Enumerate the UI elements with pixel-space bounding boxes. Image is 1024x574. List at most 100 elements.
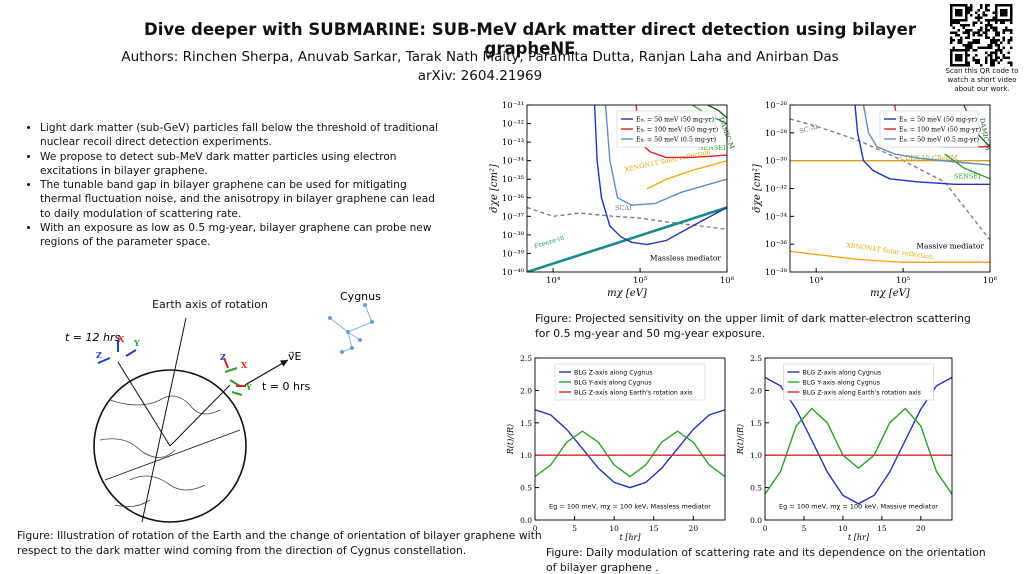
- qr-module: [960, 4, 963, 7]
- qr-module: [950, 39, 953, 42]
- caption: Figure: Illustration of rotation of the …: [17, 529, 542, 557]
- qr-module: [977, 39, 980, 42]
- qr-module: [950, 59, 953, 62]
- qr-module: [952, 26, 955, 29]
- qr-module: [997, 46, 1000, 49]
- qr-module: [950, 24, 953, 27]
- qr-module: [997, 44, 1000, 47]
- qr-module: [980, 26, 983, 29]
- qr-note: Scan this QR code to watch a short video…: [945, 67, 1019, 93]
- x-tick-label: 20: [916, 524, 926, 533]
- authors: Authors: Rinchen Sherpa, Anuvab Sarkar, …: [121, 49, 839, 65]
- qr-module: [997, 56, 1000, 59]
- qr-module: [955, 59, 958, 62]
- legend-label: BLG Z-axis along Cygnus: [803, 370, 882, 377]
- legend-label: Eₜₕ = 100 meV (50 mg-yr): [636, 127, 718, 134]
- qr-module: [957, 34, 960, 37]
- earth-diagram: t = 12 hrs t = 0 hrs v⃗E Cygnus: [65, 290, 381, 523]
- qr-module: [975, 16, 978, 19]
- y-tick-label: 10⁻³⁸: [502, 231, 525, 241]
- qr-module: [995, 9, 998, 12]
- y-tick-label: 10⁻³⁴: [502, 157, 525, 167]
- chart: 10⁴ 10⁵ 10⁶ 10⁻³⁸ 10⁻³⁶ 10⁻³⁴ 10⁻³² 10⁻³⁰ 10⁻²⁸ 1…: [752, 101, 998, 299]
- series-line: [604, 105, 727, 206]
- qr-code: [950, 4, 1013, 67]
- qr-module: [960, 39, 963, 42]
- qr-module: [990, 51, 993, 54]
- qr-module: [987, 54, 990, 57]
- x-tick-label: 10⁶: [983, 276, 998, 286]
- x-tick-label: 10⁵: [633, 276, 648, 286]
- qr-module: [965, 29, 968, 32]
- x-axis-label: mχ [eV]: [607, 288, 647, 299]
- qr-module: [965, 61, 968, 64]
- y-tick-label: 2.5: [750, 354, 762, 363]
- qr-module: [957, 49, 960, 52]
- qr-module: [957, 9, 960, 12]
- qr-module: [957, 39, 960, 42]
- x-tick-label: 0: [533, 524, 538, 533]
- legend-box: [616, 110, 716, 148]
- qr-module: [960, 24, 963, 27]
- y-tick-label: 10⁻³³: [502, 138, 524, 148]
- qr-module: [982, 11, 985, 14]
- qr-module: [950, 51, 953, 54]
- qr-module: [997, 31, 1000, 34]
- constraint-curve: [790, 118, 990, 241]
- qr-module: [965, 14, 968, 17]
- qr-module: [955, 54, 958, 57]
- qr-module: [1010, 64, 1013, 67]
- legend-label: BLG Z-axis along Earth's rotation axis: [803, 390, 921, 397]
- qr-module: [957, 59, 960, 62]
- y-tick-label: 10⁻³⁶: [765, 240, 788, 250]
- qr-module: [985, 36, 988, 39]
- qr-module: [992, 39, 995, 42]
- qr-module: [977, 61, 980, 64]
- qr-module: [985, 31, 988, 34]
- qr-module: [980, 29, 983, 32]
- qr-module: [967, 36, 970, 39]
- qr-module: [990, 44, 993, 47]
- qr-module: [995, 14, 998, 17]
- qr-module: [962, 19, 965, 22]
- y-tick-label: 10⁻²⁸: [765, 129, 788, 139]
- qr-module: [965, 54, 968, 57]
- qr-module: [972, 34, 975, 37]
- plot-frame: [764, 357, 953, 521]
- series-line: [535, 430, 725, 478]
- curve-label: SENSEI: [699, 144, 726, 152]
- bullet: With an exposure as low as 0.5 mg-year, …: [40, 221, 440, 250]
- qr-module: [992, 51, 995, 54]
- qr-module: [997, 34, 1000, 37]
- y-axis-label: σ̄χe [cm²]: [752, 164, 763, 213]
- arxiv-id: arXiv: 2604.21969: [417, 68, 543, 84]
- qr-module: [1005, 4, 1008, 7]
- qr-module: [980, 34, 983, 37]
- qr-module: [955, 14, 958, 17]
- legend-label: BLG Z-axis along Cygnus: [574, 370, 653, 377]
- qr-module: [965, 56, 968, 59]
- qr-module: [962, 24, 965, 27]
- qr-module: [967, 34, 970, 37]
- qr-module: [1000, 14, 1003, 17]
- qr-module: [952, 46, 955, 49]
- chart: 0 5 10 15 20 0.0 0.5 1.0 1.5 2.0 2.5 t [hr] R(t)/⟨R⟩…: [736, 354, 953, 542]
- qr-module: [965, 51, 968, 54]
- qr-module: [990, 41, 993, 44]
- qr-module: [985, 29, 988, 32]
- axis-label: Earth axis of rotation: [152, 298, 268, 311]
- qr-module: [1002, 14, 1005, 17]
- qr-module: [1010, 9, 1013, 12]
- qr-module: [985, 59, 988, 62]
- qr-module: [957, 41, 960, 44]
- qr-module: [962, 26, 965, 29]
- qr-module: [975, 21, 978, 24]
- qr-module: [1005, 26, 1008, 29]
- frame-axis-label: X: [118, 334, 125, 344]
- qr-module: [1005, 14, 1008, 17]
- qr-module: [992, 61, 995, 64]
- qr-module: [967, 64, 970, 67]
- qr-module: [987, 36, 990, 39]
- qr-module: [965, 31, 968, 34]
